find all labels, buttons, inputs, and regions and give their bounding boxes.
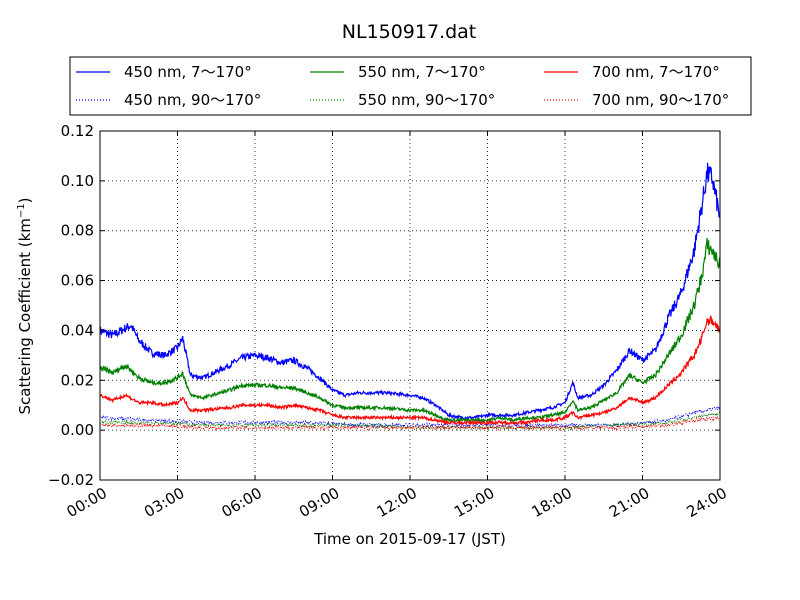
- series-lines: [99, 162, 721, 432]
- x-tick-label: 24:00: [684, 484, 730, 521]
- y-tick-label: 0.04: [61, 321, 94, 339]
- legend-label-2: 550 nm, 7～170°: [358, 63, 486, 81]
- series-line-5: [99, 414, 721, 432]
- y-tick-label: 0.12: [61, 122, 94, 140]
- series-line-4: [99, 315, 721, 427]
- legend: 450 nm, 7～170° 450 nm, 90～170° 550 nm, 7～1…: [69, 56, 752, 116]
- legend-label-1: 450 nm, 90～170°: [124, 91, 261, 109]
- series-line-0: [99, 162, 721, 421]
- grid: [100, 131, 720, 480]
- y-axis-label: Scattering Coefficient (km−1): [16, 197, 34, 414]
- x-tick-label: 06:00: [219, 484, 265, 521]
- plot-area: 00:00 03:00 06:00 09:00 12:00 15:00 18:00 21:00…: [48, 122, 730, 521]
- chart-title: NL150917.dat: [342, 21, 477, 43]
- legend-label-3: 550 nm, 90～170°: [358, 91, 495, 109]
- legend-label-4: 700 nm, 7～170°: [592, 63, 720, 81]
- legend-label-0: 450 nm, 7～170°: [124, 63, 252, 81]
- x-tick-label: 15:00: [451, 484, 497, 521]
- x-axis-label: Time on 2015-09-17 (JST): [313, 530, 506, 548]
- y-axis-label-end: ): [16, 197, 34, 203]
- y-tick-label: −0.02: [48, 471, 94, 489]
- y-axis-label-main: Scattering Coefficient (km: [16, 218, 34, 414]
- x-tick-label: 09:00: [296, 484, 342, 521]
- legend-label-5: 700 nm, 90～170°: [592, 91, 729, 109]
- series-line-2: [99, 237, 721, 424]
- y-tick-label: 0.10: [61, 172, 94, 190]
- y-tick-label: 0.00: [61, 421, 94, 439]
- plot-background: [100, 131, 720, 480]
- x-tick-label: 21:00: [606, 484, 652, 521]
- x-tick-label: 12:00: [374, 484, 420, 521]
- y-tick-label: 0.08: [61, 222, 94, 240]
- x-tick-label: 03:00: [141, 484, 187, 521]
- y-tick-label: 0.06: [61, 272, 94, 290]
- x-tick-label: 18:00: [529, 484, 575, 521]
- x-tick-label: 00:00: [64, 484, 110, 521]
- y-tick-label: 0.02: [61, 371, 94, 389]
- legend-frame: [69, 56, 752, 116]
- y-axis-label-sup: −1: [16, 203, 27, 218]
